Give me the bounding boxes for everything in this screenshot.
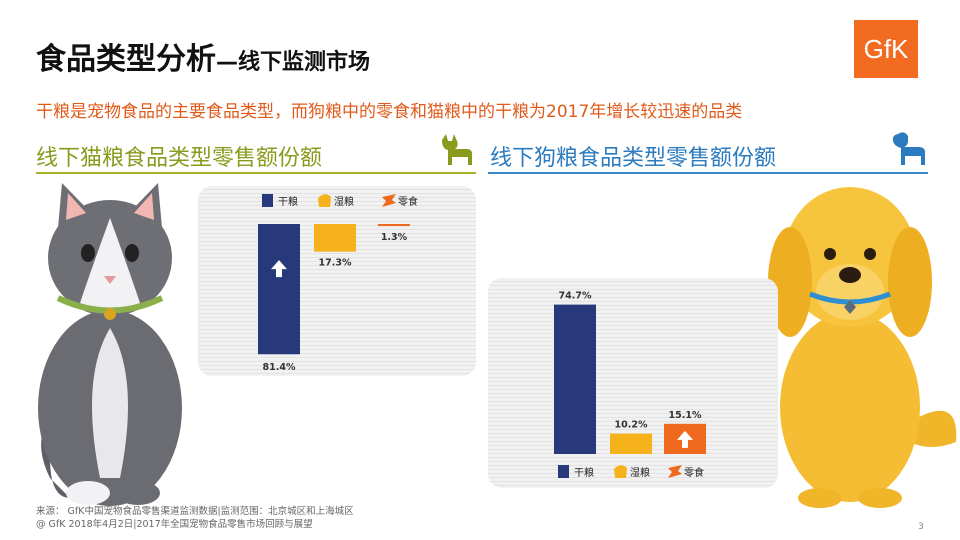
dry-food-icon: [558, 465, 569, 478]
data-label: 1.3%: [381, 232, 408, 243]
snack-icon: [668, 465, 682, 478]
bar-干粮: [554, 304, 596, 454]
wet-food-icon: [318, 194, 331, 207]
headline: 干粮是宠物食品的主要食品类型，而狗粮中的零食和猫粮中的干粮为2017年增长较迅速…: [36, 102, 743, 122]
data-label: 81.4%: [263, 362, 296, 373]
cat-chart: 干粮 湿粮 零食 81.4% 17.3% 1.3%: [258, 194, 418, 373]
footer: 来源： GfK中国宠物食品零售渠道监测数据|监测范围：北京城区和上海城区 @ G…: [36, 505, 354, 531]
legend-label: 湿粮: [334, 195, 354, 208]
data-label: 74.7%: [559, 291, 592, 302]
bar-干粮: [258, 224, 300, 355]
logo-text: GfK: [863, 33, 909, 64]
page-title-sub: —线下监测市场: [216, 50, 371, 75]
data-label: 15.1%: [669, 410, 702, 421]
wet-food-icon: [614, 465, 627, 478]
bar-湿粮: [610, 433, 652, 454]
cat-chart-title: 线下猫粮食品类型零售额份额: [36, 146, 323, 171]
dog-chart: 74.7% 干粮 10.2% 湿粮 15.1% 零食: [554, 291, 706, 479]
page-title-main: 食品类型分析: [36, 42, 216, 77]
legend-label: 零食: [684, 466, 704, 479]
cat-chart-panel: [198, 186, 476, 376]
legend-label: 湿粮: [630, 466, 650, 479]
up-arrow-icon: [271, 260, 287, 278]
dog-illustration: [768, 187, 957, 508]
footer-source: 来源： GfK中国宠物食品零售渠道监测数据|监测范围：北京城区和上海城区: [36, 506, 354, 517]
cat-title-rule: [36, 172, 476, 174]
dog-title-rule: [488, 172, 928, 174]
cat-illustration: [38, 183, 182, 506]
dog-chart-title: 线下狗粮食品类型零售额份额: [490, 146, 777, 171]
data-label: 17.3%: [319, 258, 352, 269]
legend-label: 干粮: [574, 466, 594, 479]
page-title: 食品类型分析—线下监测市场: [36, 34, 370, 78]
gfk-logo: GfK: [854, 20, 918, 78]
snack-icon: [382, 194, 396, 207]
legend-label: 零食: [398, 195, 418, 208]
up-arrow-icon: [677, 430, 693, 448]
bar-湿粮: [314, 224, 356, 252]
cat-silhouette-icon: [442, 134, 473, 165]
dog-silhouette-icon: [892, 132, 926, 165]
dry-food-icon: [262, 194, 273, 207]
data-label: 10.2%: [615, 420, 648, 431]
page-number: 3: [918, 522, 924, 532]
legend-label: 干粮: [278, 195, 298, 208]
bar-零食: [378, 224, 410, 227]
footer-copyright: @ GfK 2018年4月2日|2017年全国宠物食品零售市场回顾与展望: [36, 519, 313, 530]
